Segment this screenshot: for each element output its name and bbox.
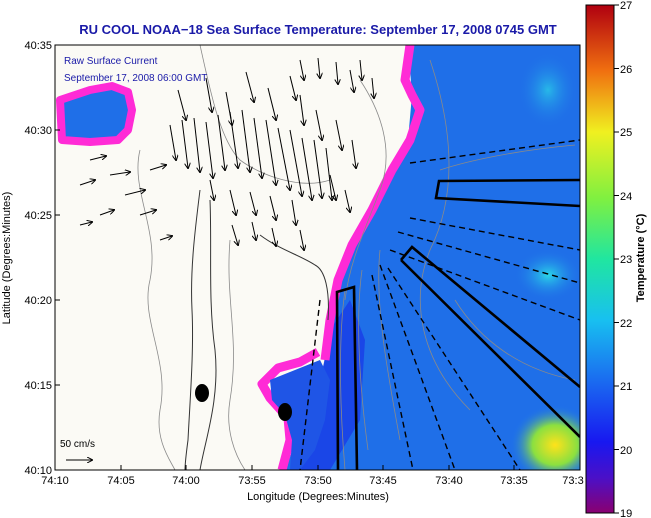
colorbar-tick-label: 26 xyxy=(620,64,632,76)
colorbar-tick-label: 21 xyxy=(620,381,632,393)
colorbar-tick-label: 20 xyxy=(620,445,632,457)
y-tick-label: 40:25 xyxy=(24,210,52,222)
sst-cyan-eddy xyxy=(514,249,580,301)
y-tick-label: 40:15 xyxy=(24,380,52,392)
figure-title: RU COOL NOAA−18 Sea Surface Temperature:… xyxy=(79,22,557,37)
x-tick-label: 73:45 xyxy=(369,475,397,487)
x-tick-label: 73:3 xyxy=(562,475,583,487)
surface-current-vectors xyxy=(79,57,374,250)
colorbar-tick-label: 24 xyxy=(620,191,632,203)
colorbar-label: Temperature (°C) xyxy=(635,213,647,302)
scale-label: 50 cm/s xyxy=(60,439,95,450)
y-axis-label: Latitude (Degrees:Minutes) xyxy=(1,192,13,325)
sst-bay-patch xyxy=(56,82,136,146)
legend-line-2: September 17, 2008 06:00 GMT xyxy=(64,73,207,84)
sst-warm-spot xyxy=(510,405,580,470)
x-tick-label: 74:10 xyxy=(41,475,69,487)
colorbar-tick-label: 22 xyxy=(620,318,632,330)
x-axis-label: Longitude (Degrees:Minutes) xyxy=(247,491,389,503)
sst-cyan-eddy-2 xyxy=(518,52,578,128)
y-tick-label: 40:30 xyxy=(24,125,52,137)
x-tick-label: 73:40 xyxy=(435,475,463,487)
cloud-mask-edge-south xyxy=(257,348,321,470)
station-marker-west xyxy=(195,384,209,402)
transect-box-north xyxy=(434,178,580,208)
plot-area xyxy=(55,45,580,470)
x-axis: 74:10 74:05 74:00 73:55 73:50 73:45 73:4… xyxy=(41,465,584,487)
y-tick-label: 40:20 xyxy=(24,295,52,307)
x-tick-label: 73:35 xyxy=(500,475,528,487)
y-tick-label: 40:10 xyxy=(24,465,52,477)
transect-box-south xyxy=(335,285,359,470)
cloud-mask-edge xyxy=(320,45,425,361)
y-tick-label: 40:35 xyxy=(24,40,52,52)
y-axis: 40:35 40:30 40:25 40:20 40:15 40:10 xyxy=(24,40,60,477)
colorbar-tick-label: 25 xyxy=(620,127,632,139)
x-tick-label: 73:50 xyxy=(304,475,332,487)
colorbar-tick-label: 19 xyxy=(620,508,632,518)
x-tick-label: 74:05 xyxy=(107,475,135,487)
sst-nearshore-patch xyxy=(270,360,330,470)
legend-line-1: Raw Surface Current xyxy=(64,56,158,67)
colorbar xyxy=(585,4,615,514)
bathymetry-contours xyxy=(137,45,576,470)
x-tick-label: 74:00 xyxy=(172,475,200,487)
station-marker-east xyxy=(278,403,292,421)
colorbar-ticks: 27 26 25 24 23 22 21 20 19 xyxy=(614,0,632,518)
colorbar-tick-label: 23 xyxy=(620,254,632,266)
colorbar-tick-label: 27 xyxy=(620,0,632,12)
survey-lines xyxy=(299,139,580,470)
x-tick-label: 73:55 xyxy=(238,475,266,487)
